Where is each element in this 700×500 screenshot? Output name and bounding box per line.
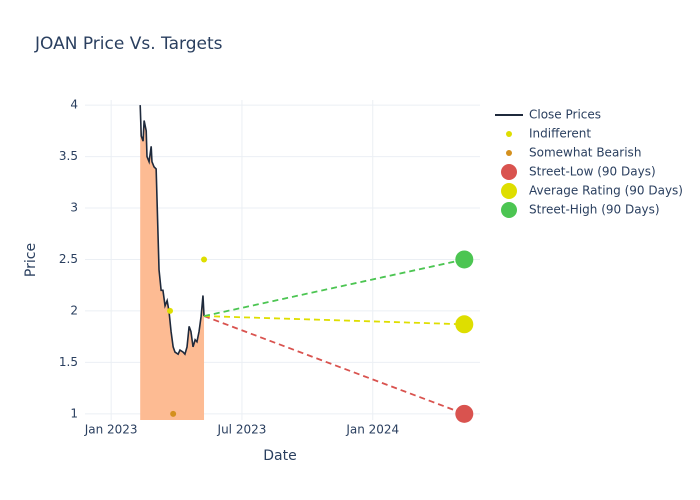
price-line (139, 105, 205, 356)
y-tick-label: 3 (70, 201, 78, 215)
legend-swatch (501, 164, 517, 180)
target-line (203, 315, 465, 415)
target-point (455, 250, 474, 269)
rating-point (170, 410, 177, 417)
target-line (203, 315, 465, 326)
legend-label: Indifferent (529, 127, 591, 141)
chart-title: JOAN Price Vs. Targets (34, 34, 223, 54)
rating-point (201, 256, 208, 263)
x-axis-title: Date (263, 448, 296, 464)
legend-label: Street-High (90 Days) (529, 203, 660, 217)
y-tick-label: 3.5 (59, 149, 78, 163)
legend: Close Prices Indifferent Somewhat Bearish S… (495, 108, 683, 218)
legend-swatch (501, 202, 517, 218)
legend-label: Somewhat Bearish (529, 146, 641, 160)
x-tick-label: Jul 2023 (217, 423, 267, 437)
y-tick-label: 1 (70, 406, 78, 420)
y-axis-title: Price (23, 243, 39, 277)
legend-swatch (506, 131, 512, 137)
legend-swatch (501, 183, 517, 199)
legend-swatch (506, 150, 512, 156)
plot-area (139, 105, 465, 420)
legend-label: Average Rating (90 Days) (529, 184, 683, 198)
rating-point (167, 307, 174, 314)
target-point (455, 315, 474, 334)
x-tick-label: Jan 2024 (345, 423, 399, 437)
legend-label: Street-Low (90 Days) (529, 165, 656, 179)
y-tick-label: 1.5 (59, 355, 78, 369)
legend-label: Close Prices (529, 108, 601, 122)
x-tick-label: Jan 2023 (84, 423, 138, 437)
y-tick-label: 4 (70, 98, 78, 112)
target-point (455, 404, 474, 423)
y-tick-label: 2 (70, 303, 78, 317)
target-line (203, 258, 465, 317)
y-tick-label: 2.5 (59, 252, 78, 266)
